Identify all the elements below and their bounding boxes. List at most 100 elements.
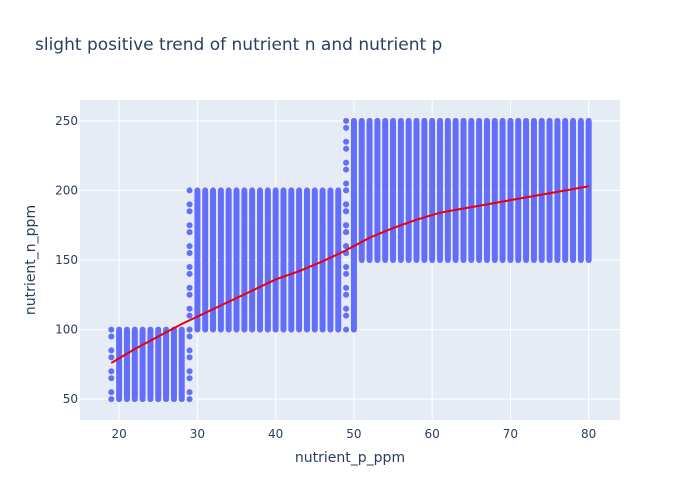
chart-title: slight positive trend of nutrient n and … [35, 35, 442, 55]
scatter-point [366, 117, 373, 124]
scatter-point [343, 124, 350, 131]
scatter-point [249, 187, 256, 194]
scatter-point [186, 208, 193, 215]
scatter-point [343, 187, 350, 194]
scatter-point [374, 117, 381, 124]
scatter-point [343, 229, 350, 236]
scatter-point [327, 187, 334, 194]
scatter-point [343, 159, 350, 166]
scatter-point [186, 291, 193, 298]
scatter-point [343, 270, 350, 277]
scatter-point [483, 117, 490, 124]
scatter-point [343, 117, 350, 124]
scatter-points [108, 117, 592, 403]
scatter-point [147, 326, 154, 333]
scatter-point [303, 187, 310, 194]
scatter-point [139, 326, 146, 333]
scatter-point [476, 117, 483, 124]
scatter-point [233, 187, 240, 194]
scatter-point [343, 312, 350, 319]
scatter-point [186, 347, 193, 354]
scatter-point [523, 117, 530, 124]
scatter-point [186, 201, 193, 208]
scatter-point [186, 389, 193, 396]
scatter-point [343, 145, 350, 152]
scatter-point [186, 354, 193, 361]
scatter-point [186, 229, 193, 236]
scatter-point [241, 187, 248, 194]
scatter-point [507, 117, 514, 124]
scatter-point [178, 326, 185, 333]
scatter-point [155, 326, 162, 333]
scatter-point [186, 243, 193, 250]
scatter-point [319, 187, 326, 194]
scatter-point [108, 347, 115, 354]
scatter-point [343, 201, 350, 208]
scatter-point [296, 187, 303, 194]
scatter-point [186, 222, 193, 229]
scatter-point [515, 117, 522, 124]
scatter-point [194, 187, 201, 194]
scatter-point [468, 117, 475, 124]
scatter-point [444, 117, 451, 124]
scatter-point [217, 187, 224, 194]
scatter-point [123, 326, 130, 333]
scatter-point [280, 187, 287, 194]
scatter-point [186, 326, 193, 333]
scatter-point [257, 187, 263, 194]
scatter-point [343, 305, 350, 312]
scatter-point [186, 375, 193, 382]
scatter-point [108, 389, 115, 396]
scatter-point [186, 270, 193, 277]
scatter-point [343, 166, 350, 173]
scatter-point [186, 368, 193, 375]
scatter-point [108, 368, 115, 375]
scatter-point [186, 333, 193, 340]
scatter-point [413, 117, 420, 124]
scatter-point [405, 117, 412, 124]
scatter-point [272, 187, 279, 194]
scatter-point [429, 117, 436, 124]
scatter-point [335, 187, 342, 194]
scatter-point [202, 187, 209, 194]
scatter-point [343, 263, 350, 270]
scatter-point [186, 312, 193, 319]
scatter-point [186, 396, 193, 403]
scatter-point [499, 117, 506, 124]
scatter-point [460, 117, 467, 124]
scatter-point [186, 263, 193, 270]
scatter-point [491, 117, 498, 124]
scatter-point [210, 187, 217, 194]
scatter-point [264, 187, 271, 194]
scatter-point [358, 117, 365, 124]
scatter-point [343, 326, 350, 333]
scatter-point [108, 375, 115, 382]
scatter-point [343, 222, 350, 229]
scatter-point [350, 117, 357, 124]
scatter-point [530, 117, 537, 124]
scatter-point [343, 138, 350, 145]
scatter-point [186, 250, 193, 257]
scatter-point [108, 326, 115, 333]
scatter-point [437, 117, 443, 124]
scatter-point [343, 208, 350, 215]
scatter-point [343, 291, 350, 298]
scatter-point [452, 117, 459, 124]
scatter-point [108, 396, 115, 403]
scatter-point [116, 326, 123, 333]
scatter-point [108, 354, 115, 361]
scatter-point [186, 305, 193, 312]
scatter-point [131, 326, 138, 333]
scatter-point [421, 117, 428, 124]
scatter-point [397, 117, 404, 124]
scatter-point [288, 187, 295, 194]
scatter-point [186, 284, 193, 291]
scatter-point [382, 117, 389, 124]
scatter-point [390, 117, 397, 124]
scatter-point [186, 187, 193, 194]
scatter-point [343, 180, 350, 187]
scatter-point [225, 187, 232, 194]
scatter-point [311, 187, 318, 194]
scatter-point [108, 333, 115, 340]
